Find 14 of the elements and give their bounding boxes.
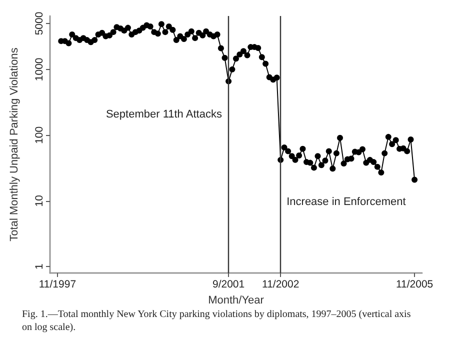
ref-line-label: September 11th Attacks (106, 108, 222, 121)
y-tick-label: 1 (34, 264, 46, 270)
ref-line-label: Increase in Enforcement (286, 196, 406, 208)
y-axis-title: Total Monthly Unpaid Parking Violations (8, 47, 20, 242)
x-axis-title: Month/Year (208, 294, 264, 306)
y-tick-label: 10 (34, 194, 46, 207)
y-tick-label: 100 (34, 126, 46, 144)
y-tick-label: 5000 (34, 12, 46, 36)
x-tick-label: 11/2005 (396, 278, 434, 290)
x-tick-label: 11/2002 (262, 278, 300, 290)
y-tick-label: 1000 (34, 58, 46, 82)
x-tick-label: 9/2001 (212, 278, 245, 290)
caption: Fig. 1.—Total monthly New York City parking violations by diplomats, 1997–2005 (vertical axis on log scale). (22, 309, 414, 333)
x-tick-label: 11/1997 (38, 278, 76, 290)
